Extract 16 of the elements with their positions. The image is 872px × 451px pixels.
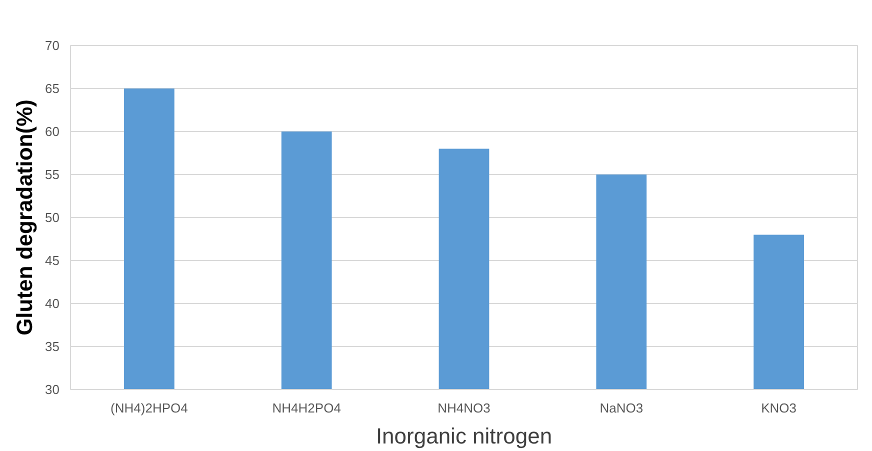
y-tick-label: 55 <box>45 167 60 182</box>
y-tick-label: 70 <box>45 38 60 53</box>
x-tick-label: NaNO3 <box>600 400 644 416</box>
y-tick-label: 50 <box>45 210 60 225</box>
y-tick-label: 40 <box>45 296 60 311</box>
y-tick-label: 60 <box>45 124 60 139</box>
y-tick-label: 35 <box>45 339 60 354</box>
y-axis-title: Gluten degradation(%) <box>12 100 38 336</box>
x-tick-label: NH4H2PO4 <box>272 400 341 416</box>
y-tick-label: 30 <box>45 382 60 397</box>
x-tick-label: KNO3 <box>761 400 797 416</box>
y-tick-label: 65 <box>45 81 60 96</box>
x-tick-label: NH4NO3 <box>438 400 490 416</box>
x-tick-label: (NH4)2HPO4 <box>110 400 188 416</box>
y-tick-label: 45 <box>45 253 60 268</box>
x-axis-title: Inorganic nitrogen <box>376 424 552 448</box>
